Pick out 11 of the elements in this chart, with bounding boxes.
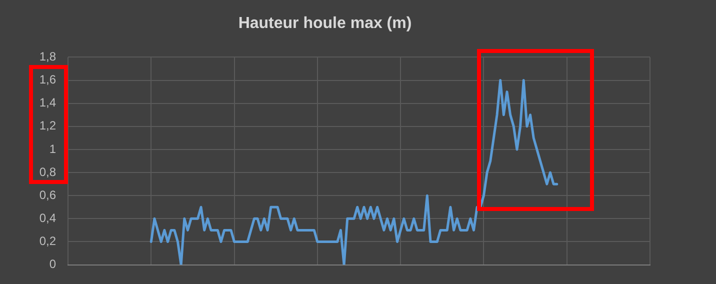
y-tick-label: 1: [49, 142, 56, 156]
chart-title: Hauteur houle max (m): [238, 15, 412, 32]
y-tick-label: 1,6: [39, 72, 56, 87]
y-tick-label: 1,4: [39, 96, 56, 110]
y-tick-label: 0,8: [39, 164, 56, 179]
y-tick-label: 0,6: [39, 188, 56, 202]
y-tick-label: 1,2: [39, 118, 56, 133]
y-tick-label: 0: [49, 257, 56, 272]
y-tick-label: 0,2: [39, 234, 56, 248]
y-tick-label: 0,4: [39, 210, 56, 225]
y-tick-label: 1,8: [39, 50, 56, 64]
